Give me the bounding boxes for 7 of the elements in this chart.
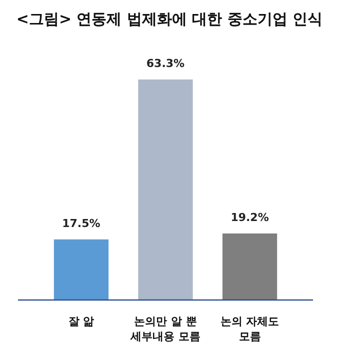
- data-label: 17.5%: [62, 216, 100, 230]
- data-label: 63.3%: [146, 57, 185, 70]
- chart-title: <그림> 연동제 법제화에 대한 중소기업 인식: [16, 10, 323, 28]
- data-label: 19.2%: [230, 210, 269, 224]
- x-tick-label: 잘 앎: [68, 315, 94, 328]
- x-tick-label: 논의만 알 뿐 세부내용 모름: [130, 315, 200, 343]
- x-tick-label: 논의 자체도 모름: [220, 315, 280, 343]
